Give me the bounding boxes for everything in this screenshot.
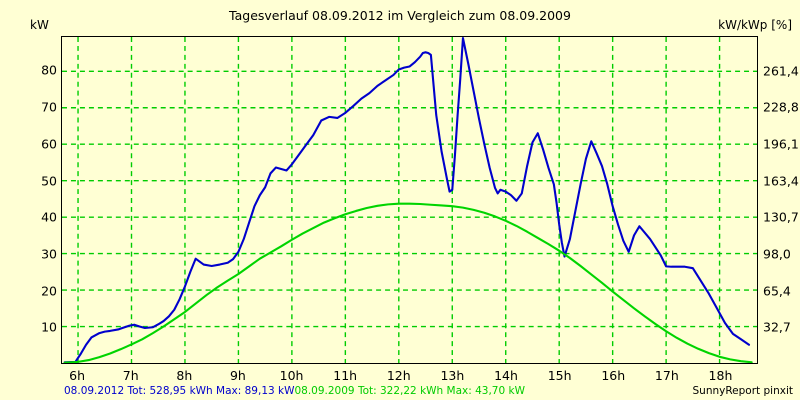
y-axis-right-tick-label: 130,7: [763, 209, 799, 225]
x-axis-tick-label: 14h: [494, 368, 518, 383]
y-axis-left-tick-label: 20: [41, 283, 57, 299]
x-axis-tick-label: 6h: [69, 368, 86, 383]
y-axis-right-tick-label: 261,4: [763, 63, 799, 79]
y-axis-right-tick-label: 98,0: [763, 246, 791, 262]
series-line-08-09-2009: [63, 202, 753, 363]
y-axis-left-tick-label: 70: [41, 99, 57, 115]
legend-series-2012: 08.09.2012 Tot: 528,95 kWh Max: 89,13 kW: [64, 385, 295, 397]
y-axis-left-unit-label: kW: [30, 18, 49, 32]
y-axis-right-tick-label: 228,8: [763, 99, 799, 115]
x-axis-tick-label: 10h: [279, 368, 304, 383]
y-axis-left-tick-label: 60: [41, 136, 57, 152]
plot-area: [61, 36, 758, 364]
x-axis-tick-label: 15h: [547, 368, 572, 383]
data-layer: [63, 37, 753, 363]
y-axis-right-tick-label: 32,7: [763, 319, 791, 335]
x-axis-tick-label: 12h: [386, 368, 411, 383]
legend-series-2009: 08.09.2009 Tot: 322,22 kWh Max: 43,70 kW: [294, 385, 525, 397]
chart-legend-footer: 08.09.2012 Tot: 528,95 kWh Max: 89,13 kW…: [64, 385, 525, 397]
x-axis-tick-label: 17h: [654, 368, 679, 383]
y-axis-right-unit-label: kW/kWp [%]: [718, 18, 792, 32]
series-line-08-09-2012: [63, 37, 751, 363]
x-axis-tick-label: 13h: [440, 368, 465, 383]
x-axis-tick-label: 7h: [122, 368, 139, 383]
x-axis-tick-label: 8h: [176, 368, 193, 383]
y-axis-left-tick-label: 40: [41, 209, 57, 225]
x-axis-tick-label: 16h: [601, 368, 626, 383]
y-axis-left-tick-label: 50: [41, 173, 57, 189]
y-axis-left-tick-label: 10: [41, 319, 57, 335]
y-axis-right-tick-label: 196,1: [763, 136, 799, 152]
y-axis-left-tick-label: 80: [41, 62, 57, 78]
credit-label: SunnyReport pinxit: [692, 385, 793, 397]
chart-title: Tagesverlauf 08.09.2012 im Vergleich zum…: [229, 8, 571, 23]
y-axis-left-tick-label: 30: [41, 246, 57, 262]
y-axis-right-tick-label: 163,4: [763, 173, 799, 189]
x-axis-tick-label: 9h: [229, 368, 246, 383]
x-axis-tick-label: 11h: [333, 368, 358, 383]
grid-layer: [62, 37, 757, 363]
y-axis-right-tick-label: 65,4: [763, 283, 791, 299]
x-axis-tick-label: 18h: [708, 368, 733, 383]
